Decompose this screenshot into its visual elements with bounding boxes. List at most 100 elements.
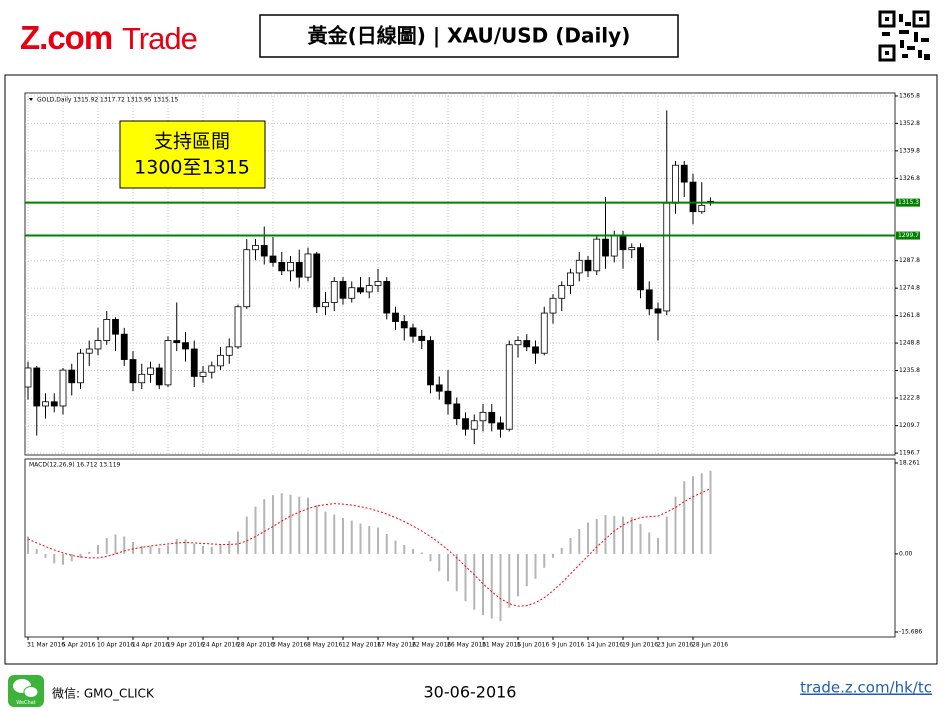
qr-finder — [878, 10, 896, 28]
logo-product: Trade — [122, 21, 197, 56]
candle-body — [24, 367, 32, 388]
qr-dot — [882, 32, 890, 36]
qr-dot — [919, 17, 923, 21]
x-tick-label: 28 Apr 2016 — [237, 642, 274, 649]
qr-finder — [878, 44, 896, 62]
candle-body — [540, 312, 548, 354]
candle-body — [112, 319, 119, 335]
annotation-text: 1300至1315 — [134, 157, 250, 179]
wechat-bubble — [23, 686, 39, 698]
x-tick-label: 5 Jun 2016 — [517, 642, 549, 649]
candle-body — [173, 340, 181, 344]
y-tick-label: 1248.8 — [899, 340, 920, 347]
candle-body — [120, 333, 128, 360]
annotation-box — [119, 120, 266, 189]
candle-body — [42, 401, 49, 407]
qr-dot — [924, 54, 930, 60]
candle-body — [374, 280, 382, 287]
y-tick-label: 18.261 — [899, 459, 920, 466]
qr-dot — [899, 14, 903, 22]
symbol-arrow — [29, 98, 33, 101]
candle-body — [558, 285, 566, 299]
x-tick-label: 19 Apr 2016 — [167, 642, 204, 649]
x-tick-label: 26 May 2016 — [447, 642, 486, 649]
y-tick-label: 1261.8 — [899, 312, 920, 319]
panel-frame — [24, 458, 896, 638]
candle-body — [164, 340, 172, 386]
x-tick-label: 8 May 2016 — [307, 642, 342, 649]
candle-body — [453, 403, 461, 420]
date: 30-06-2016 — [424, 683, 517, 702]
candle-body — [680, 164, 688, 183]
candle-body — [610, 234, 618, 257]
website-link[interactable]: trade.z.com/hk/tc — [800, 679, 932, 697]
candle-body — [392, 312, 399, 322]
candle-body — [103, 319, 111, 341]
candle-body — [400, 321, 408, 329]
y-tick-label: 1196.7 — [899, 450, 920, 457]
wechat-icon-label: WeChat — [16, 700, 35, 706]
qr-dot — [902, 54, 908, 58]
candle-body — [584, 259, 592, 272]
qr-dot — [907, 46, 915, 50]
candle-body — [68, 369, 76, 384]
wechat-id: 微信: GMO_CLICK — [52, 687, 155, 701]
charts: 1365.8 1352.8 1339.8 1326.8 1287.8 1274.8 1261… — [24, 92, 922, 649]
panel-frame — [24, 92, 896, 456]
candle-body — [514, 340, 522, 346]
y-tick-label: 1326.8 — [899, 175, 920, 182]
candle-body — [260, 245, 268, 257]
candle-body — [147, 367, 154, 375]
logo-brand: Z.com — [20, 19, 112, 56]
y-tick-label: 1287.8 — [899, 257, 920, 264]
y-tick-label: -15.686 — [899, 629, 922, 636]
x-tick-label: 23 Jun 2016 — [657, 642, 693, 649]
symbol-label: GOLD,Daily 1315.92 1317.72 1313.95 1315.… — [37, 97, 178, 104]
candle-body — [497, 422, 504, 430]
candle-body — [532, 346, 539, 354]
candle-body — [689, 181, 697, 213]
x-tick-label: 31 Mar 2016 — [27, 642, 65, 649]
candle-body — [348, 287, 356, 299]
candle-body — [427, 340, 434, 386]
candle-body — [567, 272, 574, 287]
candle-body — [637, 247, 644, 291]
candle-body — [50, 401, 58, 407]
candle-body — [365, 285, 373, 293]
qr-dot — [905, 22, 911, 26]
candle-body — [505, 344, 513, 430]
x-tick-label: 24 Apr 2016 — [202, 642, 239, 649]
x-tick-label: 19 Jun 2016 — [622, 642, 658, 649]
candle-body — [190, 348, 198, 377]
candle-body — [59, 369, 67, 407]
candle-body — [418, 335, 426, 341]
candle-body — [94, 340, 102, 350]
support-line-label: 1299.7 — [898, 232, 919, 239]
x-tick-label: 22 May 2016 — [412, 642, 451, 649]
candle-body — [322, 302, 329, 308]
candle-body — [488, 411, 496, 424]
price-tag — [896, 231, 920, 240]
candle-body — [313, 253, 321, 308]
candle-body — [339, 280, 347, 299]
candle-body — [269, 255, 277, 263]
x-tick-label: 10 Apr 2016 — [97, 642, 134, 649]
candle-body — [549, 297, 557, 314]
x-tick-label: 3 May 2016 — [272, 642, 307, 649]
y-tick-label: 0.00 — [899, 550, 913, 557]
x-tick-label: 28 Jun 2016 — [692, 642, 728, 649]
candle-body — [523, 340, 531, 348]
candle-body — [208, 365, 216, 373]
x-tick-label: 17 May 2016 — [377, 642, 416, 649]
candle-body — [252, 245, 259, 251]
candle-body — [619, 234, 627, 251]
candle-body — [199, 371, 207, 377]
title: 黃金(日線圖) | XAU/USD (Daily) — [308, 24, 631, 48]
qr-dot — [885, 51, 889, 55]
qr-dot — [914, 32, 918, 42]
title-box — [259, 14, 679, 58]
price-tag — [896, 198, 920, 207]
support-line-label: 1315.3 — [898, 199, 919, 206]
candle-body — [129, 359, 137, 384]
candle-body — [287, 261, 294, 272]
